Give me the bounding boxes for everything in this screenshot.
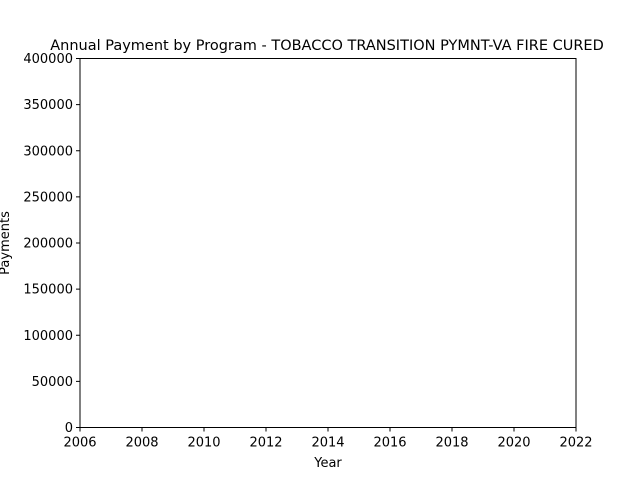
y-tick-label: 250000 [23,190,73,205]
y-tick-label: 350000 [23,98,73,113]
x-tick-label: 2014 [311,436,344,451]
chart-title: Annual Payment by Program - TOBACCO TRAN… [50,38,604,54]
y-tick-label: 50000 [32,375,73,390]
y-tick-label: 400000 [23,52,73,67]
x-tick-label: 2016 [373,436,406,451]
x-tick-label: 2008 [125,436,158,451]
plot-area [79,58,577,428]
y-tick-label: 100000 [23,329,73,344]
x-tick-label: 2012 [249,436,282,451]
x-axis: 2006 2008 2010 2012 2014 2016 2018 2020 2022 [63,427,593,451]
x-tick-label: 2010 [187,436,220,451]
y-tick-label: 150000 [23,283,73,298]
x-tick-label: 2020 [497,436,530,451]
x-tick-label: 2018 [435,436,468,451]
x-tick-label: 2006 [63,436,96,451]
y-axis-label: Payments [0,211,13,275]
y-axis: 0 50000 100000 150000 200000 250000 300000 3500… [23,52,80,436]
y-tick-label: 0 [65,421,73,436]
y-tick-label: 300000 [23,144,73,159]
x-tick-label: 2022 [559,436,592,451]
y-tick-label: 200000 [23,237,73,252]
x-axis-label: Year [313,456,342,471]
